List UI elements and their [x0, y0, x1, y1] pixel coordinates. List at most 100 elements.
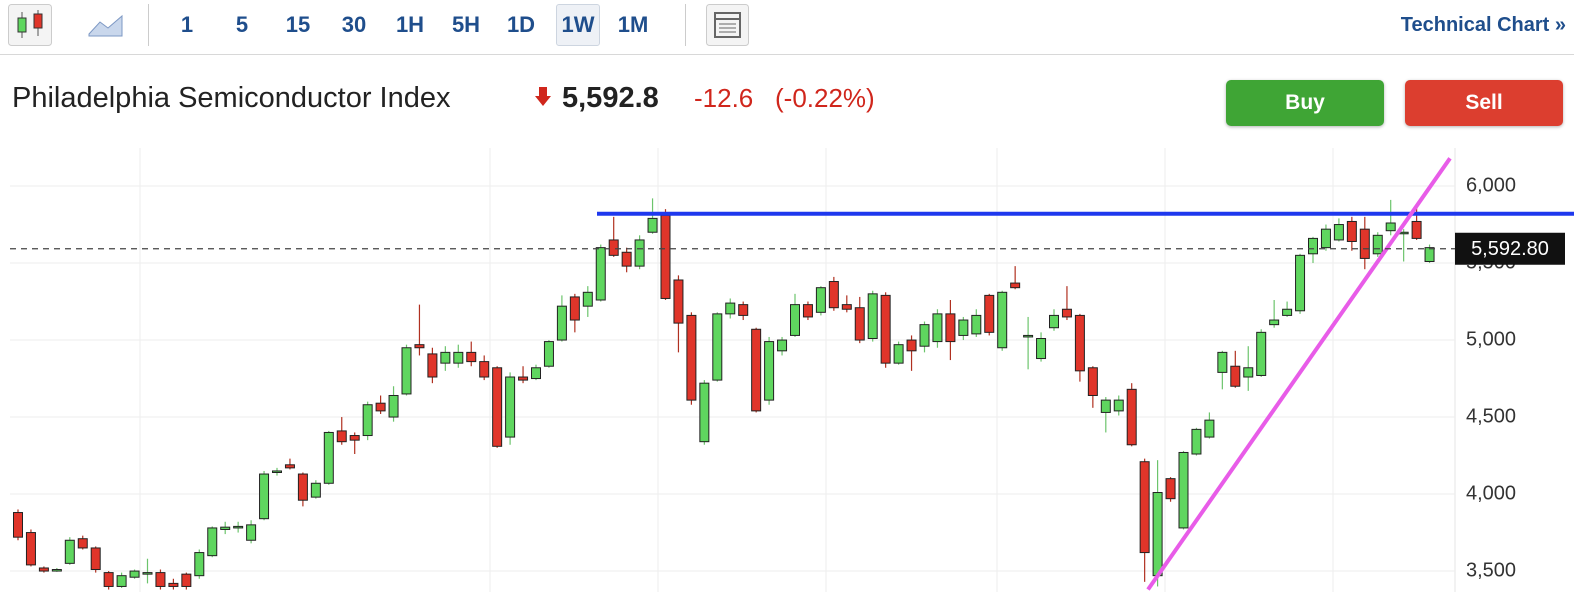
candle-body [1269, 319, 1280, 326]
candle-body [297, 473, 308, 501]
y-tick-label: 4,500 [1466, 405, 1516, 427]
candle-body [453, 351, 464, 364]
down-arrow [535, 87, 551, 106]
candle-body [945, 313, 956, 343]
y-tick-label: 3,500 [1466, 559, 1516, 581]
candle-body [38, 567, 49, 572]
candle-body [492, 367, 503, 447]
candle-body [699, 382, 710, 443]
candle-body [116, 575, 127, 587]
technical-chart-link[interactable]: Technical Chart » [1400, 14, 1566, 36]
candle-body [388, 394, 399, 418]
candle-body [569, 296, 580, 321]
candle-body [194, 552, 205, 577]
candle-body [375, 402, 386, 412]
candle-body [207, 527, 218, 557]
candle-body [1359, 228, 1370, 259]
candle-body [466, 351, 477, 363]
candle-body [64, 539, 75, 564]
candle-body [1049, 314, 1059, 329]
candle-body [349, 435, 360, 441]
candle-body [764, 341, 775, 401]
candle-body [828, 281, 839, 309]
candle-body [621, 251, 632, 267]
candle-body [751, 328, 762, 412]
y-tick-label: 5,000 [1466, 328, 1516, 350]
toolbar-border [0, 54, 1574, 55]
candle-body [77, 538, 88, 549]
candle-body [1295, 254, 1306, 312]
candle-body [919, 324, 930, 347]
change: -12.6 [694, 83, 754, 113]
change-percent: (-0.22%) [775, 83, 875, 113]
candle-body [1191, 428, 1202, 455]
candle-body [155, 572, 166, 587]
interval-button[interactable]: 5H [451, 12, 481, 37]
last-price-box [1455, 232, 1565, 265]
interval-button[interactable]: 30 [341, 12, 367, 37]
candle-body [673, 279, 684, 324]
candle-body [220, 526, 231, 530]
candle-body [233, 525, 244, 529]
candle-body [336, 430, 347, 443]
candle-body [323, 431, 334, 484]
y-tick-label: 4,000 [1466, 482, 1516, 504]
candle-body [1308, 237, 1318, 255]
interval-button[interactable]: 1M [617, 12, 649, 37]
candle-body [1074, 314, 1085, 372]
trendline [1146, 157, 1452, 591]
interval-button[interactable]: 15 [285, 12, 311, 37]
candle-body [284, 464, 295, 469]
candle-body [1126, 388, 1137, 446]
candle-body [1411, 220, 1422, 239]
candle-body [1010, 282, 1021, 289]
candle-body [272, 470, 282, 473]
interval-button[interactable]: 1 [180, 12, 194, 37]
interval-button[interactable]: 1W [556, 4, 600, 46]
candle-body [1385, 222, 1396, 232]
candle-body [518, 376, 529, 381]
candle-body [932, 313, 943, 343]
candle-body [168, 582, 179, 587]
candle-body [414, 344, 425, 349]
candle-body [595, 247, 606, 301]
separator [148, 4, 149, 46]
candle-body [647, 217, 658, 233]
candle-body [1036, 338, 1047, 360]
candle-body [1061, 308, 1072, 318]
interval-button[interactable]: 5 [235, 12, 249, 37]
price: 5,592.8 [562, 82, 659, 114]
buy-button[interactable]: Buy [1226, 80, 1384, 126]
candle-body [660, 214, 671, 299]
candle-icon[interactable] [8, 4, 52, 46]
candle-body [103, 572, 114, 587]
candle-body [246, 524, 257, 541]
sell-button[interactable]: Sell [1405, 80, 1563, 126]
candle-body [971, 314, 982, 335]
candle-body [310, 482, 321, 498]
line-icon[interactable] [88, 10, 124, 38]
candle-body [1282, 308, 1293, 316]
layout-icon[interactable] [706, 4, 749, 46]
y-tick-label: 6,000 [1466, 174, 1516, 196]
interval-button[interactable]: 1H [395, 12, 425, 37]
separator [685, 4, 686, 46]
candle-body [1152, 492, 1163, 577]
candle-body [815, 287, 826, 313]
interval-button[interactable]: 1D [506, 12, 536, 37]
candle-body [556, 305, 567, 341]
candle-body [841, 304, 852, 310]
candle-body [608, 239, 619, 256]
candle-body [531, 367, 541, 380]
candle-body [505, 376, 516, 438]
candle-body [790, 304, 800, 336]
candle-body [725, 302, 736, 315]
candle-body [1256, 331, 1267, 376]
candle-body [582, 291, 593, 307]
candle-body [1346, 220, 1357, 242]
candle-body [1372, 234, 1383, 255]
candle-body [893, 344, 904, 364]
last-price-label: 5,592.80 [1471, 238, 1549, 260]
